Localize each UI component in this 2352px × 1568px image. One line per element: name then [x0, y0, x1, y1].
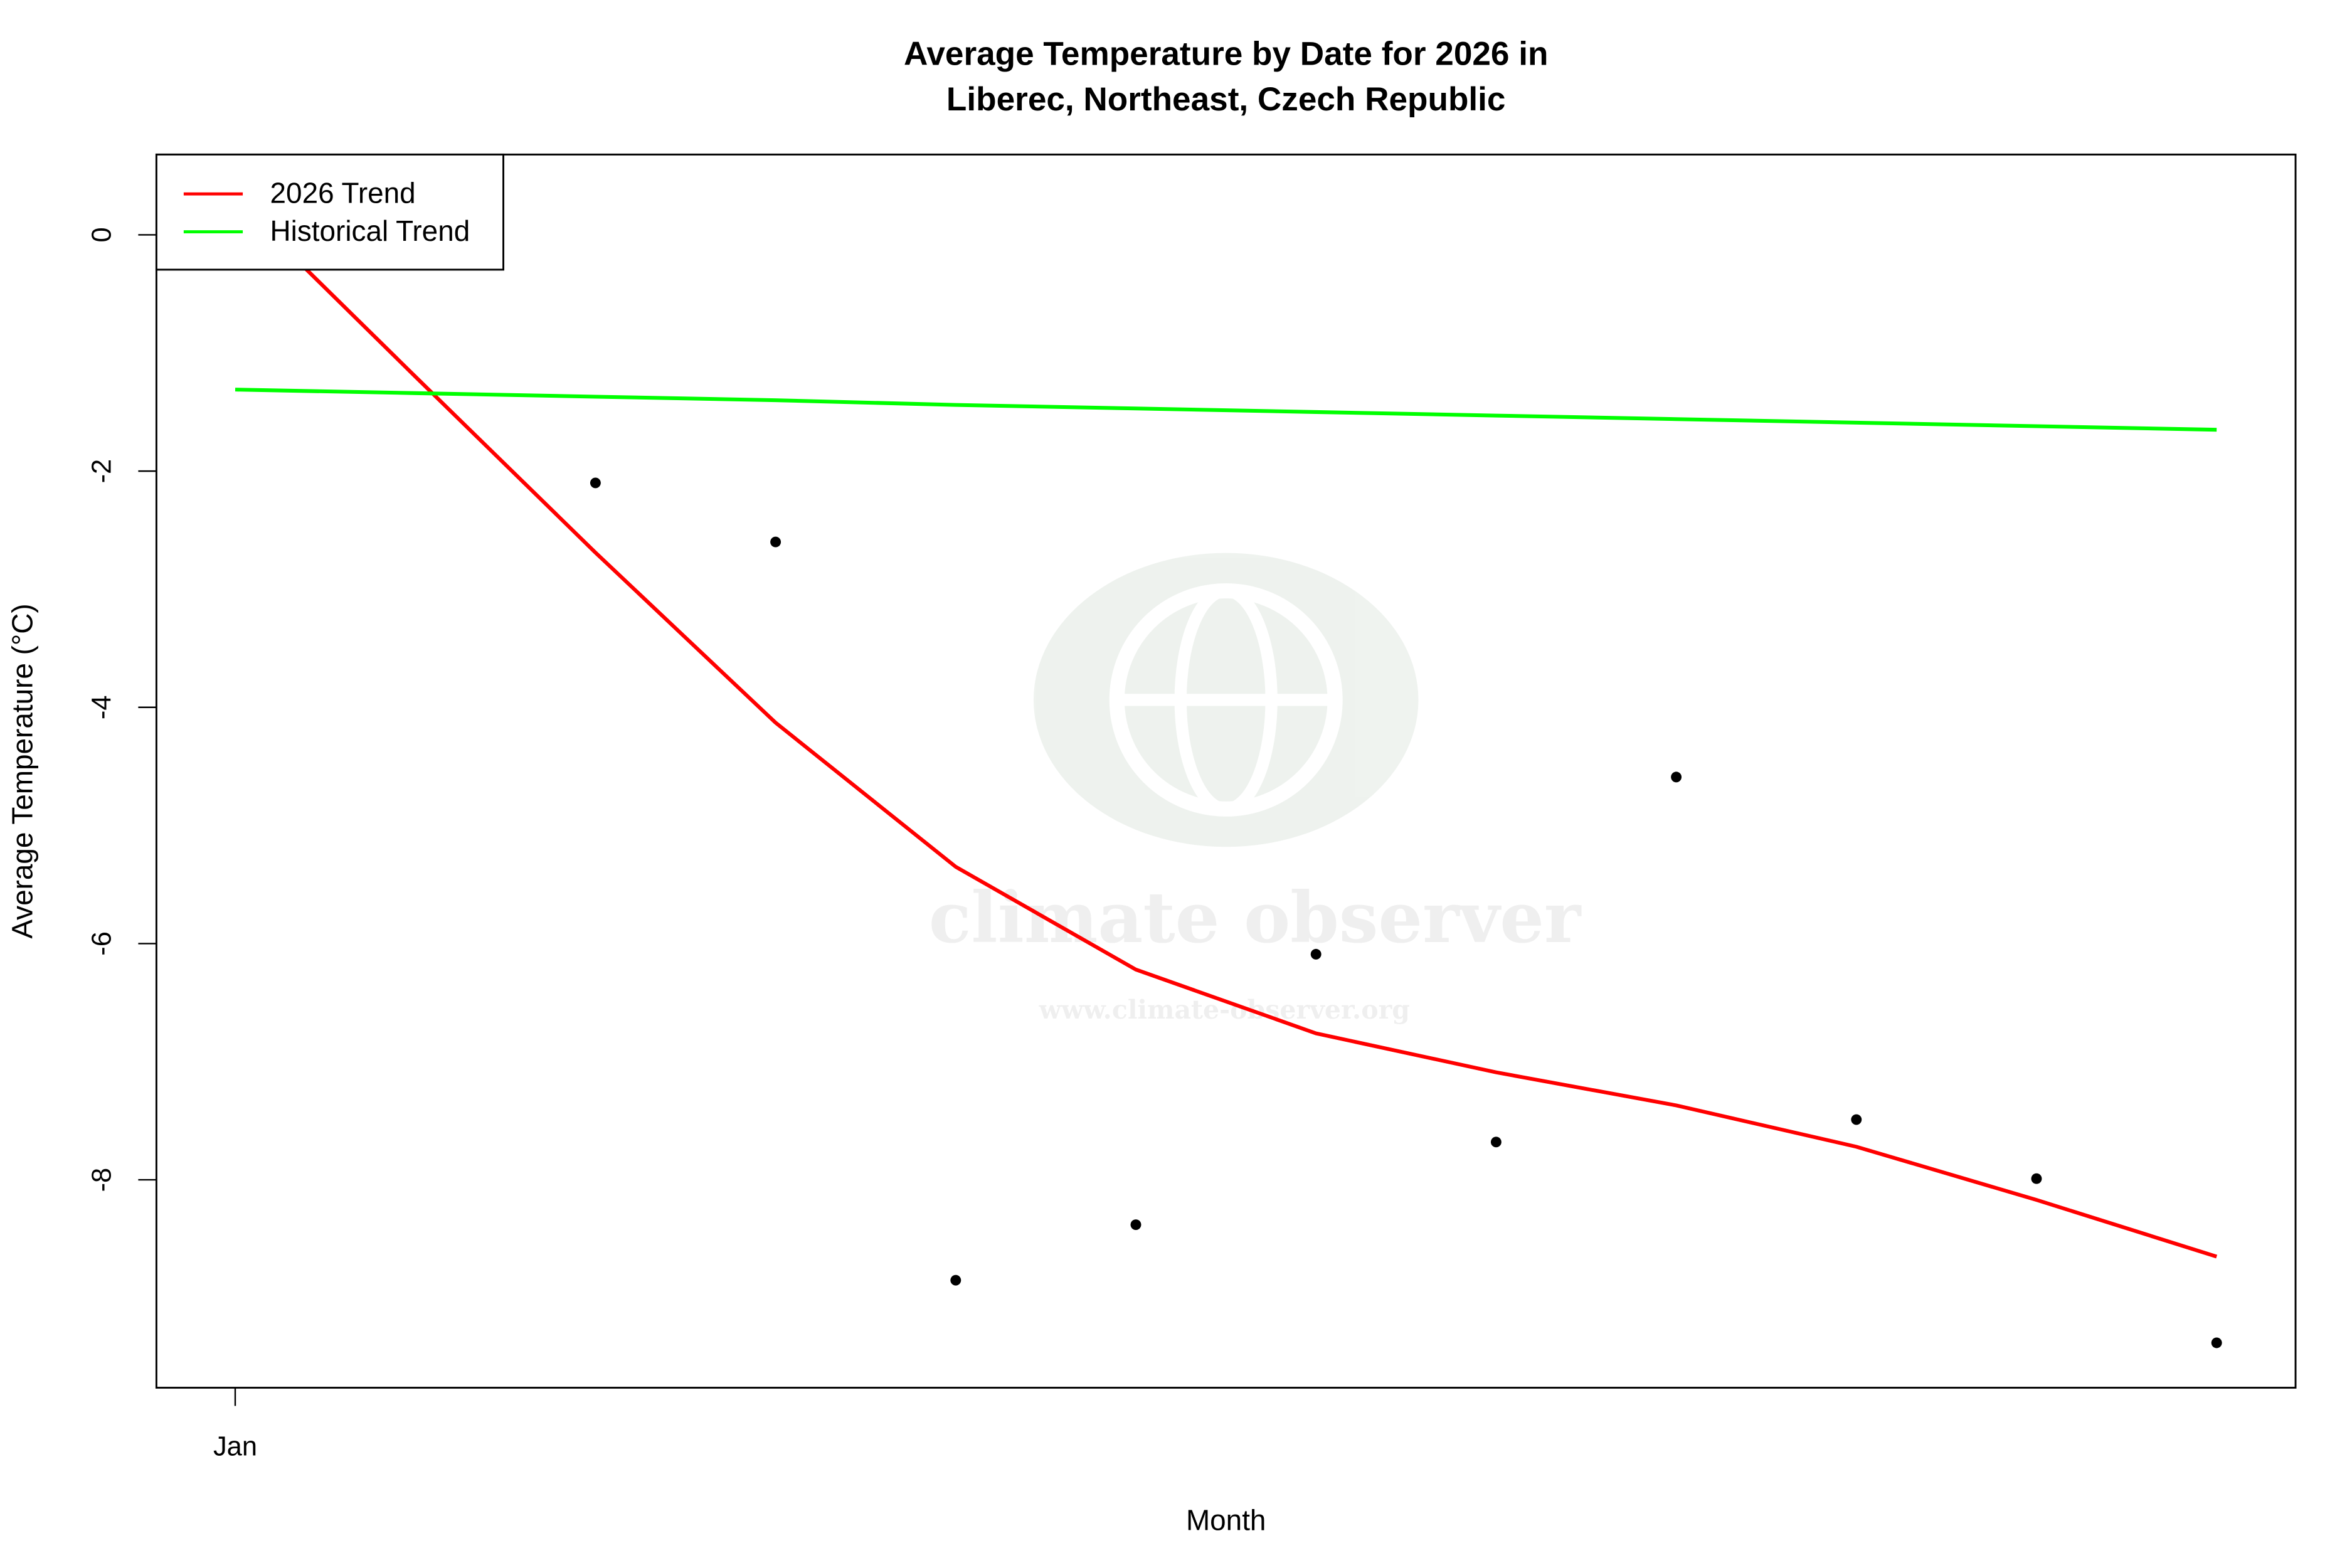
data-point	[1671, 771, 1682, 783]
data-point	[1490, 1136, 1502, 1148]
y-tick-label: -6	[87, 931, 117, 956]
data-point	[1851, 1114, 1862, 1125]
y-tick-label: -8	[87, 1168, 117, 1192]
data-point	[2031, 1173, 2042, 1184]
watermark-url: www.climate-observer.org	[1039, 994, 1410, 1025]
legend: 2026 Trend Historical Trend	[155, 153, 504, 271]
y-axis-label: Average Temperature (°C)	[6, 603, 38, 938]
watermark-globe-line	[1174, 585, 1278, 815]
watermark-name: climate observer	[929, 877, 1582, 959]
legend-label: 2026 Trend	[270, 177, 416, 209]
y-tick-label: -4	[87, 695, 117, 719]
x-axis-label: Month	[1186, 1504, 1266, 1537]
chart-subtitle: Liberec, Northeast, Czech Republic	[946, 81, 1506, 118]
legend-label: Historical Trend	[270, 215, 470, 247]
trend-line	[235, 388, 2217, 432]
data-point	[1130, 1219, 1142, 1231]
legend-box	[155, 153, 504, 271]
data-point	[770, 536, 781, 548]
x-tick-label: Jan	[213, 1432, 257, 1462]
data-point	[1310, 948, 1322, 960]
trend-line	[233, 198, 2218, 1259]
y-tick-label: -2	[87, 459, 117, 484]
y-tick-label: 0	[87, 227, 117, 242]
data-point	[590, 477, 601, 489]
plot-frame	[155, 153, 2297, 1389]
data-point	[2211, 1337, 2222, 1348]
chart-title: Average Temperature by Date for 2026 in	[904, 35, 1548, 72]
data-point	[950, 1274, 961, 1286]
plot-area	[233, 198, 2222, 1348]
